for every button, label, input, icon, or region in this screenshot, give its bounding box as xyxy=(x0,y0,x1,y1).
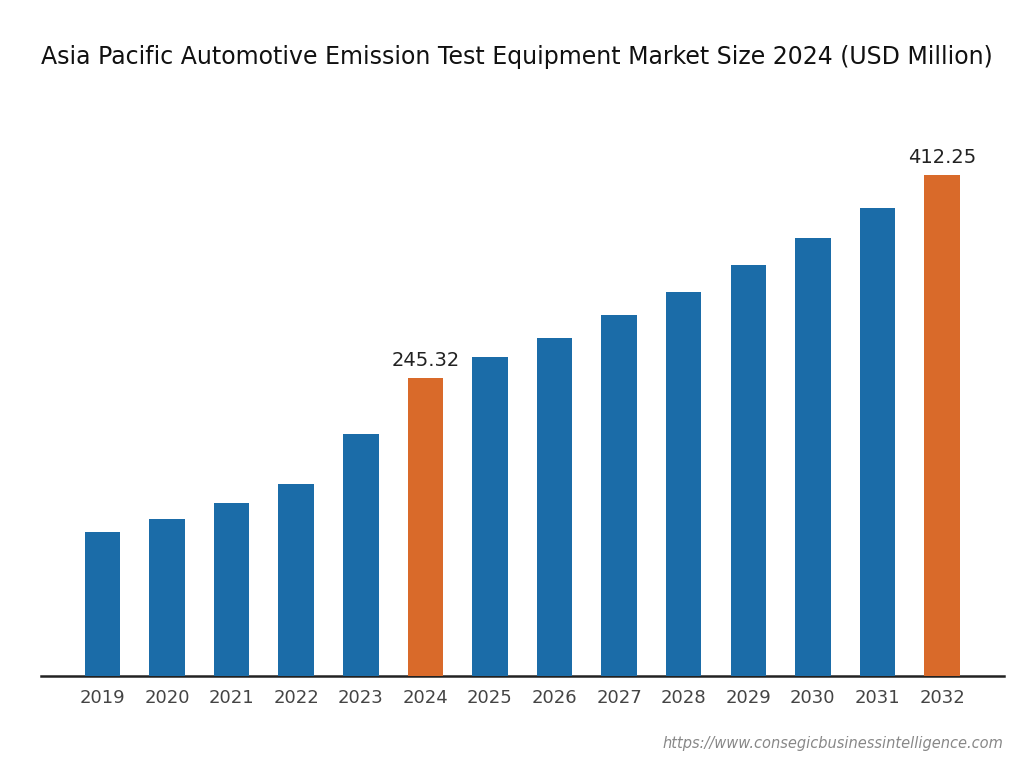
Text: 245.32: 245.32 xyxy=(391,351,460,370)
Bar xyxy=(730,265,766,676)
Bar xyxy=(85,532,120,676)
Bar xyxy=(214,503,250,676)
Text: Asia Pacific Automotive Emission Test Equipment Market Size 2024 (USD Million): Asia Pacific Automotive Emission Test Eq… xyxy=(41,45,992,69)
Text: 412.25: 412.25 xyxy=(908,148,976,167)
Bar xyxy=(408,378,443,676)
Bar xyxy=(537,338,572,676)
Text: https://www.consegicbusinessintelligence.com: https://www.consegicbusinessintelligence… xyxy=(663,736,1004,751)
Bar xyxy=(472,357,508,676)
Bar xyxy=(860,207,895,676)
Bar xyxy=(795,238,830,676)
Bar xyxy=(925,174,959,676)
Bar xyxy=(666,292,701,676)
Bar xyxy=(279,484,314,676)
Bar xyxy=(343,434,379,676)
Bar xyxy=(150,519,184,676)
Bar xyxy=(601,315,637,676)
